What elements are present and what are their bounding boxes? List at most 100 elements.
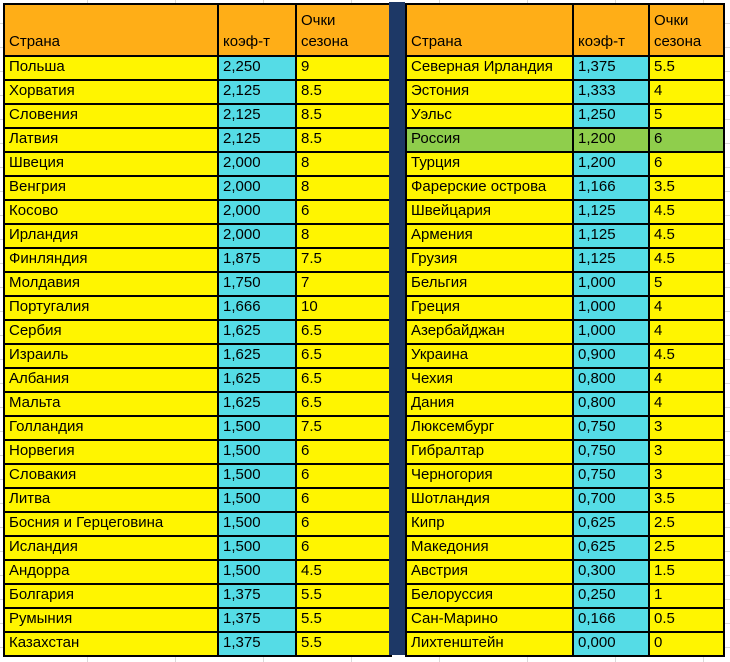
cell-coef[interactable]: 1,500 [217,511,297,537]
cell-points[interactable]: 2.5 [648,535,725,561]
cell-coef[interactable]: 1,250 [572,103,650,129]
cell-coef[interactable]: 1,200 [572,151,650,177]
cell-country[interactable]: Албания [3,367,219,393]
cell-coef[interactable]: 1,500 [217,487,297,513]
cell-coef[interactable]: 1,200 [572,127,650,153]
cell-country[interactable]: Литва [3,487,219,513]
cell-country[interactable]: Румыния [3,607,219,633]
cell-country[interactable]: Казахстан [3,631,219,657]
cell-coef[interactable]: 2,125 [217,127,297,153]
cell-coef[interactable]: 1,500 [217,463,297,489]
cell-points[interactable]: 3 [648,415,725,441]
cell-country[interactable]: Венгрия [3,175,219,201]
cell-points[interactable]: 6.5 [295,343,392,369]
cell-coef[interactable]: 2,250 [217,55,297,81]
cell-points[interactable]: 5 [648,103,725,129]
cell-country[interactable]: Украина [405,343,574,369]
cell-points[interactable]: 0 [648,631,725,657]
cell-coef[interactable]: 2,125 [217,103,297,129]
cell-points[interactable]: 6 [295,511,392,537]
cell-points[interactable]: 7.5 [295,415,392,441]
cell-points[interactable]: 9 [295,55,392,81]
cell-points[interactable]: 3.5 [648,487,725,513]
cell-coef[interactable]: 1,750 [217,271,297,297]
cell-points[interactable]: 6.5 [295,367,392,393]
cell-country[interactable]: Словения [3,103,219,129]
cell-country[interactable]: Австрия [405,559,574,585]
cell-points[interactable]: 4 [648,79,725,105]
cell-points[interactable]: 6.5 [295,391,392,417]
cell-coef[interactable]: 1,500 [217,439,297,465]
cell-coef[interactable]: 1,125 [572,247,650,273]
cell-points[interactable]: 6 [295,199,392,225]
cell-points[interactable]: 4 [648,367,725,393]
cell-country[interactable]: Дания [405,391,574,417]
cell-points[interactable]: 5.5 [648,55,725,81]
cell-coef[interactable]: 1,875 [217,247,297,273]
cell-coef[interactable]: 2,000 [217,151,297,177]
cell-points[interactable]: 1 [648,583,725,609]
cell-coef[interactable]: 1,625 [217,367,297,393]
cell-points[interactable]: 4.5 [648,199,725,225]
cell-points[interactable]: 4.5 [295,559,392,585]
cell-country[interactable]: Мальта [3,391,219,417]
cell-country[interactable]: Белоруссия [405,583,574,609]
cell-country[interactable]: Болгария [3,583,219,609]
cell-country[interactable]: Норвегия [3,439,219,465]
cell-points[interactable]: 3 [648,439,725,465]
header-cell-country[interactable]: Страна [405,3,574,57]
cell-points[interactable]: 6 [295,535,392,561]
cell-coef[interactable]: 2,125 [217,79,297,105]
cell-coef[interactable]: 1,375 [217,583,297,609]
cell-coef[interactable]: 0,750 [572,439,650,465]
cell-country[interactable]: Армения [405,223,574,249]
cell-country[interactable]: Косово [3,199,219,225]
cell-points[interactable]: 2.5 [648,511,725,537]
cell-country[interactable]: Шотландия [405,487,574,513]
cell-country[interactable]: Северная Ирландия [405,55,574,81]
cell-points[interactable]: 7 [295,271,392,297]
cell-coef[interactable]: 1,166 [572,175,650,201]
cell-points[interactable]: 6 [648,151,725,177]
cell-country[interactable]: Македония [405,535,574,561]
cell-points[interactable]: 4 [648,319,725,345]
cell-country[interactable]: Бельгия [405,271,574,297]
cell-points[interactable]: 8 [295,223,392,249]
header-cell-coef[interactable]: коэф-т [572,3,650,57]
cell-points[interactable]: 8.5 [295,103,392,129]
cell-coef[interactable]: 0,700 [572,487,650,513]
cell-country[interactable]: Черногория [405,463,574,489]
cell-coef[interactable]: 1,666 [217,295,297,321]
cell-coef[interactable]: 2,000 [217,175,297,201]
cell-coef[interactable]: 0,625 [572,535,650,561]
cell-country[interactable]: Греция [405,295,574,321]
cell-coef[interactable]: 1,625 [217,319,297,345]
cell-points[interactable]: 6 [648,127,725,153]
cell-coef[interactable]: 1,375 [217,607,297,633]
cell-country[interactable]: Португалия [3,295,219,321]
cell-coef[interactable]: 0,750 [572,463,650,489]
header-cell-points[interactable]: Очки сезона [648,3,725,57]
cell-country[interactable]: Азербайджан [405,319,574,345]
cell-points[interactable]: 0.5 [648,607,725,633]
cell-points[interactable]: 5.5 [295,607,392,633]
cell-coef[interactable]: 1,500 [217,535,297,561]
cell-coef[interactable]: 1,625 [217,391,297,417]
cell-points[interactable]: 4 [648,391,725,417]
cell-points[interactable]: 4.5 [648,343,725,369]
cell-country[interactable]: Польша [3,55,219,81]
cell-points[interactable]: 6 [295,463,392,489]
cell-coef[interactable]: 0,000 [572,631,650,657]
cell-coef[interactable]: 0,800 [572,367,650,393]
cell-coef[interactable]: 1,000 [572,271,650,297]
cell-country[interactable]: Латвия [3,127,219,153]
cell-coef[interactable]: 1,333 [572,79,650,105]
cell-coef[interactable]: 0,625 [572,511,650,537]
cell-country[interactable]: Сан-Марино [405,607,574,633]
cell-country[interactable]: Ирландия [3,223,219,249]
cell-points[interactable]: 8.5 [295,127,392,153]
cell-coef[interactable]: 1,500 [217,415,297,441]
cell-points[interactable]: 6.5 [295,319,392,345]
cell-coef[interactable]: 0,300 [572,559,650,585]
cell-country[interactable]: Люксембург [405,415,574,441]
